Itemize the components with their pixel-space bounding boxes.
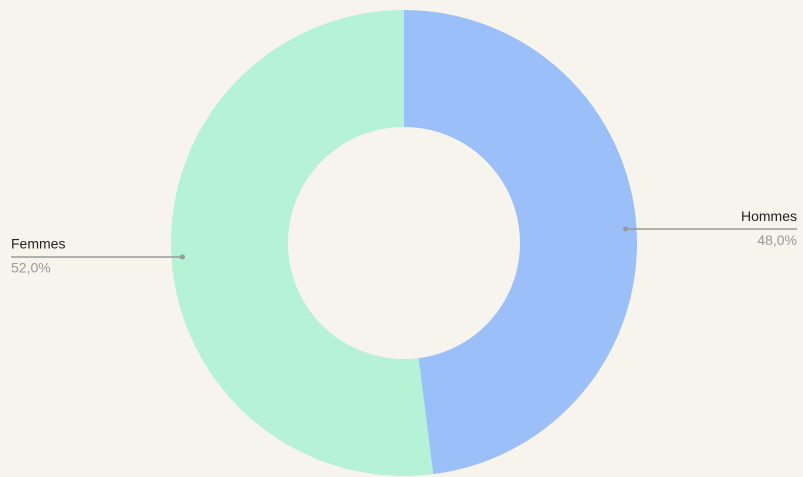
leader-dot [179, 254, 185, 260]
donut-slice [404, 9, 638, 475]
slice-value-label: 52,0% [11, 260, 51, 276]
slice-label: Hommes [741, 208, 797, 224]
slice-label: Femmes [11, 236, 65, 252]
leader-dot [623, 226, 629, 232]
slice-value-label: 48,0% [757, 232, 797, 248]
donut-slice [171, 10, 434, 476]
